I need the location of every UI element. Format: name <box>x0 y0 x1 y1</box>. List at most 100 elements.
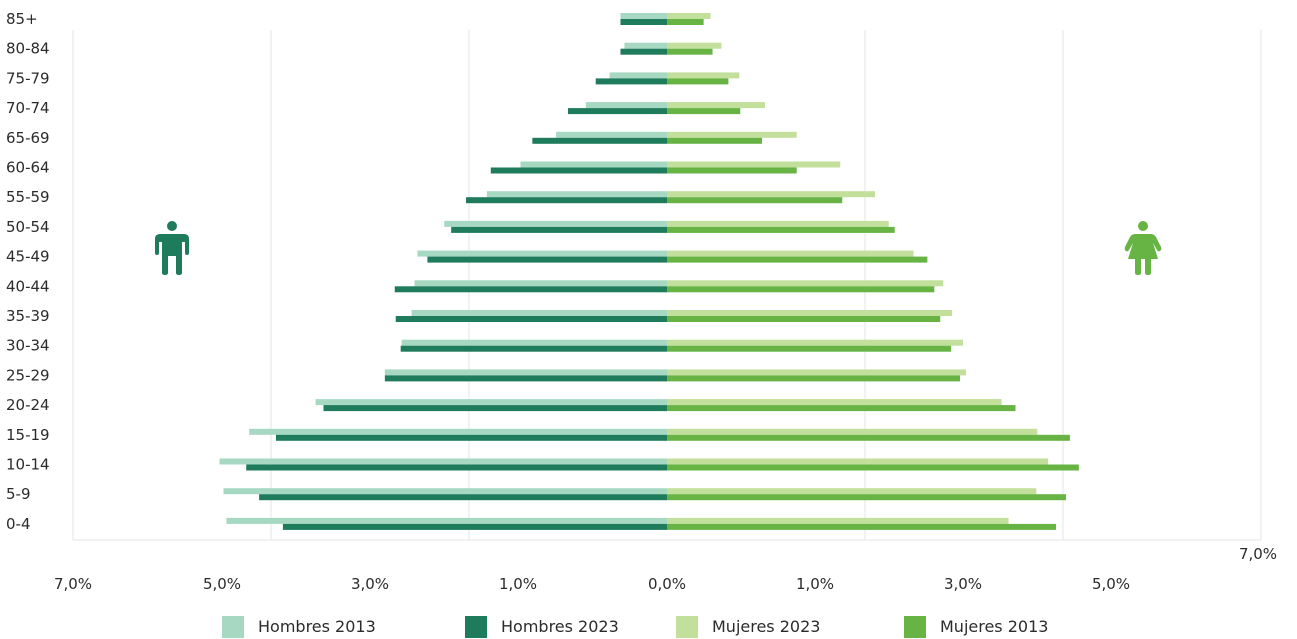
bar-hombres-2023-20-24 <box>323 405 667 412</box>
x-tick-label: 1,0% <box>796 575 834 593</box>
bar-hombres-2023-40-44 <box>394 286 667 293</box>
bar-mujeres-2023-45-49 <box>667 250 914 257</box>
bar-mujeres-2023-10-14 <box>667 458 1049 465</box>
woman-icon <box>1124 221 1162 275</box>
man-icon <box>155 221 189 275</box>
legend-swatch <box>465 616 487 638</box>
bar-mujeres-2023-60-64 <box>667 161 841 168</box>
legend-label: Mujeres 2023 <box>712 617 821 636</box>
bar-mujeres-2023-65-69 <box>667 131 797 138</box>
bar-hombres-2023-50-54 <box>451 226 667 233</box>
bar-mujeres-2013-10-14 <box>667 464 1079 471</box>
bar-mujeres-2013-60-64 <box>667 167 797 174</box>
category-label: 0-4 <box>6 515 31 533</box>
bar-mujeres-2013-5-9 <box>667 494 1066 501</box>
bar-hombres-2013-65-69 <box>556 131 667 138</box>
bar-hombres-2013-15-19 <box>249 428 667 435</box>
bar-hombres-2013-60-64 <box>520 161 667 168</box>
legend-item-mujeres-2013: Mujeres 2013 <box>904 616 1048 638</box>
category-label: 80-84 <box>6 40 50 58</box>
bar-hombres-2013-50-54 <box>444 220 667 227</box>
category-label: 20-24 <box>6 396 50 414</box>
bar-hombres-2013-80-84 <box>624 42 667 49</box>
x-tick-label: 1,0% <box>499 575 537 593</box>
bar-mujeres-2023-55-59 <box>667 191 875 198</box>
x-tick-label: 3,0% <box>351 575 389 593</box>
x-tick-label: 0,0% <box>648 575 686 593</box>
legend-item-hombres-2023: Hombres 2023 <box>465 616 619 638</box>
x-tick-label: 7,0% <box>1239 545 1277 563</box>
bar-hombres-2023-0-4 <box>282 523 667 530</box>
category-label: 25-29 <box>6 366 50 384</box>
legend-label: Mujeres 2013 <box>940 617 1049 636</box>
category-label: 55-59 <box>6 188 50 206</box>
bar-hombres-2013-40-44 <box>414 280 667 287</box>
bar-hombres-2013-20-24 <box>315 399 667 406</box>
x-axis-ticks: 7,0% 5,0% 3,0% 1,0% 0,0% 1,0% 3,0% 5,0% 7,0% <box>54 545 1277 593</box>
bar-hombres-2013-70-74 <box>585 102 667 109</box>
bar-hombres-2023-30-34 <box>400 345 667 352</box>
legend-item-hombres-2013: Hombres 2013 <box>222 616 376 638</box>
bar-mujeres-2023-80-84 <box>667 42 722 49</box>
grid-lines <box>72 30 1262 541</box>
bar-mujeres-2023-20-24 <box>667 399 1002 406</box>
bar-hombres-2023-5-9 <box>259 494 667 501</box>
bar-mujeres-2013-85+ <box>667 19 704 25</box>
bar-mujeres-2023-15-19 <box>667 428 1038 435</box>
bar-hombres-2023-45-49 <box>427 256 667 263</box>
category-label: 45-49 <box>6 248 50 266</box>
legend-swatch <box>676 616 698 638</box>
bars <box>219 13 1079 530</box>
bar-mujeres-2023-30-34 <box>667 339 964 346</box>
bar-mujeres-2013-0-4 <box>667 523 1057 530</box>
bar-mujeres-2013-30-34 <box>667 345 952 352</box>
x-tick-label: 5,0% <box>203 575 241 593</box>
bar-mujeres-2023-40-44 <box>667 280 944 287</box>
bar-hombres-2023-35-39 <box>395 316 667 322</box>
bar-hombres-2013-5-9 <box>223 488 668 495</box>
category-label: 70-74 <box>6 99 50 117</box>
category-label: 40-44 <box>6 277 50 295</box>
bar-mujeres-2023-35-39 <box>667 310 953 316</box>
bar-mujeres-2023-85+ <box>667 13 711 19</box>
category-label: 30-34 <box>6 337 50 355</box>
bar-mujeres-2013-35-39 <box>667 316 941 322</box>
bar-mujeres-2013-70-74 <box>667 108 741 115</box>
category-label: 35-39 <box>6 307 50 325</box>
bar-hombres-2013-45-49 <box>417 250 667 257</box>
category-label: 65-69 <box>6 129 50 147</box>
x-tick-label: 5,0% <box>1092 575 1130 593</box>
bar-hombres-2013-25-29 <box>384 369 667 376</box>
bar-mujeres-2013-40-44 <box>667 286 935 293</box>
bar-mujeres-2023-5-9 <box>667 488 1037 495</box>
bar-hombres-2023-85+ <box>620 19 667 25</box>
x-tick-label: 3,0% <box>944 575 982 593</box>
bar-mujeres-2013-45-49 <box>667 256 928 263</box>
bar-hombres-2023-65-69 <box>532 137 667 144</box>
bar-hombres-2023-80-84 <box>620 48 667 55</box>
bar-hombres-2013-10-14 <box>219 458 667 465</box>
category-label: 10-14 <box>6 456 50 474</box>
x-tick-label: 7,0% <box>54 575 92 593</box>
bar-hombres-2013-85+ <box>620 13 667 19</box>
bar-mujeres-2013-15-19 <box>667 434 1070 441</box>
bar-hombres-2023-55-59 <box>466 197 667 204</box>
category-label: 5-9 <box>6 485 31 503</box>
category-label: 50-54 <box>6 218 50 236</box>
bar-hombres-2023-10-14 <box>246 464 667 471</box>
population-pyramid-chart: 85+ 80-84 75-79 70-74 65-69 60-64 55-59 50-54 45… <box>6 10 1277 593</box>
bar-hombres-2013-75-79 <box>609 72 667 79</box>
category-label: 15-19 <box>6 426 50 444</box>
bar-hombres-2023-25-29 <box>384 375 667 382</box>
legend-label: Hombres 2013 <box>258 617 376 636</box>
legend-label: Hombres 2023 <box>501 617 619 636</box>
bar-hombres-2023-75-79 <box>595 78 667 85</box>
bar-hombres-2023-60-64 <box>490 167 667 174</box>
bar-mujeres-2023-70-74 <box>667 102 766 109</box>
legend: Hombres 2013 Hombres 2023 Mujeres 2023 M… <box>0 616 1297 638</box>
bar-mujeres-2023-25-29 <box>667 369 966 376</box>
bar-mujeres-2013-20-24 <box>667 405 1016 412</box>
bar-hombres-2013-30-34 <box>401 339 667 346</box>
bar-mujeres-2023-50-54 <box>667 220 889 227</box>
bar-hombres-2013-55-59 <box>486 191 667 198</box>
